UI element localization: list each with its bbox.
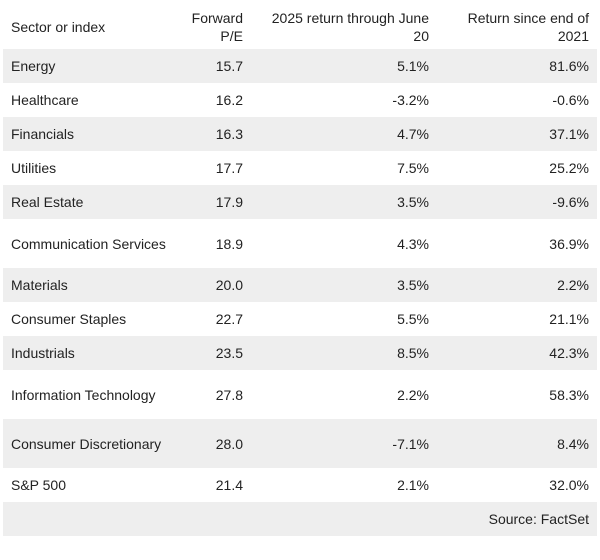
forward-pe: 16.2 [215,92,243,108]
return-2025: -3.2% [392,92,429,108]
forward-pe: 16.3 [175,117,251,151]
forward-pe: 15.7 [175,49,251,83]
return-2025: 5.1% [251,49,437,83]
return-2025: -7.1% [251,419,437,468]
return-since-2021: 36.9% [549,235,589,252]
return-2025: 3.5% [251,268,437,302]
return-since-2021: 8.4% [437,419,597,468]
source-row: Source: FactSet [3,502,597,536]
return-2025: 5.5% [397,311,429,327]
return-2025: 7.5% [397,160,429,176]
header-row: Sector or index Forward P/E 2025 return … [3,4,597,49]
header-sector: Sector or index [11,18,106,35]
return-since-2021: 81.6% [437,49,597,83]
return-2025: 2.2% [397,386,429,403]
forward-pe: 20.0 [175,268,251,302]
sector-name: Consumer Staples [11,311,127,327]
sector-name: S&P 500 [11,477,67,493]
table-header: Sector or index Forward P/E 2025 return … [3,4,597,49]
sector-name: Consumer Discretionary [3,419,175,468]
table-row: Industrials 23.5 8.5% 42.3% [3,336,597,370]
table-row: Utilities 17.7 7.5% 25.2% [3,151,597,185]
sector-name: Utilities [11,160,57,176]
table-row: S&P 500 21.4 2.1% 32.0% [3,468,597,502]
forward-pe: 21.4 [215,477,243,493]
forward-pe: 22.7 [215,311,243,327]
sector-name: Communication Services [11,235,166,252]
return-2025: 4.3% [397,235,429,252]
return-2025: 2.1% [397,477,429,493]
return-since-2021: 32.0% [549,477,589,493]
forward-pe: 17.9 [175,185,251,219]
source-note: Source: FactSet [488,511,589,527]
forward-pe: 23.5 [175,336,251,370]
forward-pe: 28.0 [175,419,251,468]
table-row: Consumer Discretionary 28.0 -7.1% 8.4% [3,419,597,468]
sector-name: Industrials [3,336,175,370]
return-2025: 3.5% [251,185,437,219]
return-since-2021: 37.1% [437,117,597,151]
table-body: Energy 15.7 5.1% 81.6% Healthcare 16.2 -… [3,49,597,502]
return-since-2021: 2.2% [437,268,597,302]
return-since-2021: 25.2% [549,160,589,176]
sector-name: Financials [3,117,175,151]
return-since-2021: -9.6% [437,185,597,219]
header-forward-pe: Forward P/E [191,9,243,44]
forward-pe: 18.9 [215,235,243,252]
sector-name: Materials [3,268,175,302]
return-since-2021: 21.1% [549,311,589,327]
table-row: Materials 20.0 3.5% 2.2% [3,268,597,302]
table-row: Information Technology 27.8 2.2% 58.3% [3,370,597,419]
table-row: Healthcare 16.2 -3.2% -0.6% [3,83,597,117]
return-2025: 8.5% [251,336,437,370]
return-2025: 4.7% [251,117,437,151]
sector-name: Information Technology [11,386,156,403]
table-row: Financials 16.3 4.7% 37.1% [3,117,597,151]
table-row: Communication Services 18.9 4.3% 36.9% [3,219,597,268]
table-row: Energy 15.7 5.1% 81.6% [3,49,597,83]
sector-table: Sector or index Forward P/E 2025 return … [3,4,597,502]
sector-name: Healthcare [11,92,79,108]
table-row: Real Estate 17.9 3.5% -9.6% [3,185,597,219]
sector-name: Real Estate [3,185,175,219]
forward-pe: 17.7 [215,160,243,176]
return-since-2021: 42.3% [437,336,597,370]
header-2025-return: 2025 return through June 20 [271,9,429,44]
table-row: Consumer Staples 22.7 5.5% 21.1% [3,302,597,336]
sector-name: Energy [3,49,175,83]
header-return-since-2021: Return since end of 2021 [467,9,589,44]
return-since-2021: -0.6% [552,92,589,108]
return-since-2021: 58.3% [549,386,589,403]
forward-pe: 27.8 [215,386,243,403]
